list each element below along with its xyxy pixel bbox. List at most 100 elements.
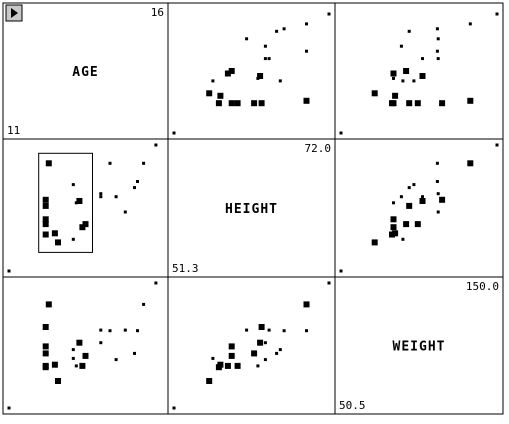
scatter-point xyxy=(55,378,61,384)
scatter-point xyxy=(258,100,265,107)
scatter-point xyxy=(245,37,249,41)
scatter-point xyxy=(467,97,474,104)
scatter-point xyxy=(390,100,397,107)
scatter-point xyxy=(251,350,258,357)
range-min-weight: 50.5 xyxy=(339,399,366,412)
scatter-point xyxy=(390,224,397,231)
selection-layer xyxy=(38,152,93,253)
scatter-point xyxy=(224,362,231,369)
scatter-point xyxy=(71,183,75,187)
scatter-point xyxy=(435,49,439,53)
scatter-point xyxy=(133,351,136,355)
scatter-point xyxy=(136,180,139,183)
scatter-point xyxy=(228,352,235,359)
scatter-point xyxy=(215,100,222,107)
scatter-point xyxy=(256,364,260,368)
scatter-point xyxy=(154,281,158,285)
scatter-point xyxy=(217,361,224,368)
scatter-point xyxy=(278,79,282,83)
scatter-point xyxy=(99,192,103,196)
scatter-point xyxy=(7,269,11,273)
scatter-point xyxy=(305,302,308,306)
scatter-point xyxy=(228,68,235,74)
scatter-point xyxy=(76,339,83,346)
scatter-point xyxy=(108,329,112,333)
scatter-point xyxy=(74,201,78,205)
scatter-point xyxy=(123,328,127,332)
scatter-point xyxy=(234,100,241,107)
scatter-point xyxy=(419,198,426,204)
point-layer xyxy=(7,12,499,410)
scatter-point xyxy=(436,57,440,61)
scatter-point xyxy=(436,210,440,214)
scatter-point xyxy=(439,196,446,203)
scatter-point xyxy=(114,358,118,362)
range-max-weight: 150.0 xyxy=(466,280,499,293)
scatter-point xyxy=(82,352,89,359)
scatter-point xyxy=(263,44,267,48)
scatter-point xyxy=(217,92,224,99)
scatter-point xyxy=(172,406,176,410)
scatter-point xyxy=(211,356,215,360)
scatter-point xyxy=(79,224,86,231)
scatter-point xyxy=(282,329,286,333)
scatter-point xyxy=(414,100,421,107)
scatter-point xyxy=(392,76,395,80)
scatter-point xyxy=(234,362,241,369)
diagonal-labels: AGE 16 11 HEIGHT 72.0 51.3 WEIGHT 150.0 50.5 xyxy=(7,6,499,412)
scatter-point xyxy=(436,192,440,196)
scatter-point xyxy=(439,100,446,107)
matrix-border xyxy=(2,2,504,415)
scatter-point xyxy=(414,221,421,228)
scatter-point xyxy=(154,143,158,147)
scatter-point xyxy=(263,57,267,61)
scatter-point xyxy=(42,324,49,330)
scatter-point xyxy=(142,302,146,306)
scatter-point xyxy=(211,79,215,83)
scatter-point xyxy=(305,49,308,53)
scatter-point xyxy=(263,341,267,345)
scatter-point xyxy=(468,22,472,26)
scatter-point xyxy=(71,237,75,241)
scatter-point xyxy=(257,339,264,346)
menu-button[interactable] xyxy=(5,4,23,22)
scatter-point xyxy=(51,361,58,368)
scatter-point xyxy=(305,329,308,333)
scatter-point xyxy=(206,378,213,384)
scatter-point xyxy=(389,231,395,238)
scatter-point xyxy=(339,269,343,273)
scatter-point xyxy=(257,73,264,79)
scatter-point xyxy=(136,329,139,333)
scatter-point xyxy=(392,201,395,205)
scatter-point xyxy=(407,29,411,33)
scatter-point xyxy=(251,100,258,107)
scatter-point xyxy=(327,281,331,285)
scatter-point xyxy=(263,358,267,362)
scatter-point xyxy=(435,161,439,165)
scatter-point xyxy=(42,216,49,223)
scatter-point xyxy=(303,97,310,104)
scatter-point xyxy=(390,216,397,223)
variable-label-height: HEIGHT xyxy=(225,202,278,217)
scatter-point xyxy=(51,230,58,237)
scatter-point xyxy=(82,221,89,228)
scatter-point xyxy=(282,27,286,31)
range-min-height: 51.3 xyxy=(172,262,199,275)
scatter-point xyxy=(403,221,410,228)
scatter-point xyxy=(399,195,403,199)
range-max-height: 72.0 xyxy=(305,142,332,155)
scatter-point xyxy=(258,324,265,330)
scatter-point xyxy=(371,239,378,246)
scatter-point xyxy=(114,195,118,199)
selection-brush[interactable] xyxy=(38,152,93,253)
scatter-point xyxy=(42,231,49,238)
scatter-point xyxy=(371,90,378,97)
range-max-age: 16 xyxy=(151,6,164,19)
scatter-point xyxy=(421,57,424,61)
scatter-point xyxy=(42,202,49,209)
variable-label-age: AGE xyxy=(72,65,98,80)
scatter-point xyxy=(339,131,343,135)
scatter-point xyxy=(495,143,499,147)
scatter-point xyxy=(224,70,231,77)
scatter-point xyxy=(99,341,103,345)
